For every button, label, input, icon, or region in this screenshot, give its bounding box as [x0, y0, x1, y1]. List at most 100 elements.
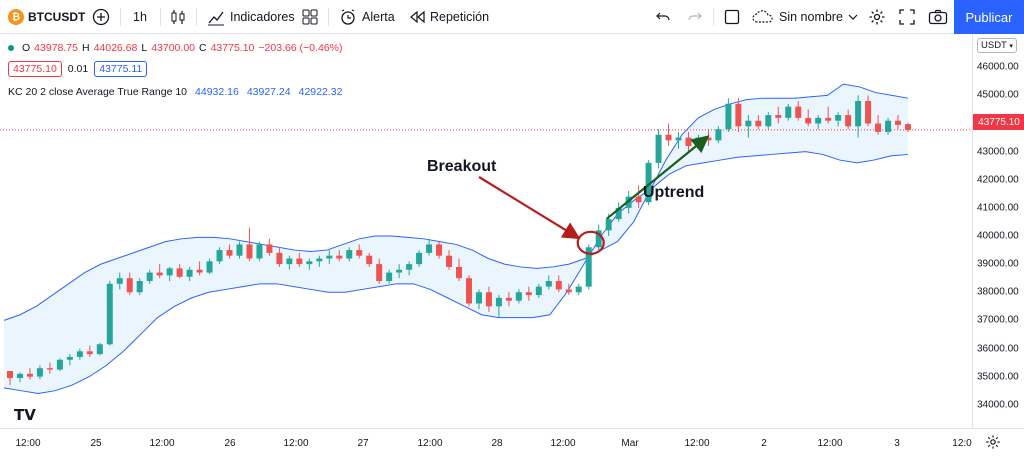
- indicator-legend[interactable]: KC 20 2 close Average True Range 10 4493…: [8, 86, 342, 98]
- candle-body: [186, 269, 193, 277]
- chart-pane[interactable]: O 43978.75 H 44026.68 L 43700.00 C 43775.10 …: [0, 34, 972, 428]
- candle-body: [406, 264, 413, 270]
- kc-basis-value: 43927.24: [246, 86, 291, 98]
- sell-price-button[interactable]: 43775.10: [8, 61, 62, 77]
- price-tick: 38000.00: [977, 286, 1019, 298]
- candle-body: [126, 278, 133, 293]
- layout-name-menu[interactable]: Sin nombre: [752, 0, 858, 34]
- redo-icon: [688, 12, 702, 21]
- time-tick: Mar: [621, 438, 639, 449]
- replay-button[interactable]: Repetición: [409, 0, 489, 34]
- candle-body: [825, 117, 832, 121]
- high-label: H: [81, 42, 90, 54]
- candle-body: [76, 351, 83, 357]
- price-tick: 35000.00: [977, 371, 1019, 383]
- candle-body: [725, 103, 732, 130]
- price-tick: 42000.00: [977, 174, 1019, 186]
- candle-body: [296, 258, 303, 265]
- price-tick: 46000.00: [977, 61, 1019, 73]
- change-value: −203.66 (−0.46%): [258, 42, 343, 54]
- candle-body: [136, 281, 143, 293]
- currency-label: USDT: [981, 40, 1007, 51]
- time-tick: 12:00: [15, 438, 41, 449]
- time-axis[interactable]: 12:00 25 12:00 26 12:00 27 12:00 28 12:00 Mar 12:0…: [0, 428, 1024, 456]
- candle-body: [266, 244, 273, 253]
- candle-body: [575, 286, 582, 293]
- price-tick: 40000.00: [977, 230, 1019, 242]
- candle-body: [316, 258, 323, 262]
- uptrend-annotation[interactable]: Uptrend: [643, 184, 705, 201]
- candle-body: [635, 196, 642, 203]
- breakout-circle: [576, 230, 605, 255]
- close-value: 43775.10: [210, 42, 255, 54]
- candle-body: [446, 255, 453, 267]
- plus-circle-icon: [92, 8, 110, 26]
- layout-select-button[interactable]: [724, 0, 740, 34]
- time-tick: 2: [761, 438, 767, 449]
- candle-body: [665, 134, 672, 141]
- candle-body: [585, 247, 592, 287]
- gear-icon: [869, 9, 885, 25]
- candle-body: [815, 117, 822, 124]
- currency-selector[interactable]: USDT ▾: [977, 38, 1017, 53]
- candle-body: [745, 120, 752, 127]
- snapshot-button[interactable]: [928, 0, 948, 34]
- bitcoin-logo-icon: ₿: [8, 9, 24, 25]
- fullscreen-button[interactable]: [899, 0, 915, 34]
- rewind-icon: [410, 10, 425, 24]
- candle-body: [615, 207, 622, 220]
- candle-body: [555, 281, 562, 290]
- candle-body: [855, 101, 862, 127]
- buy-price-button[interactable]: 43775.11: [94, 61, 148, 77]
- candle-body: [535, 286, 542, 296]
- fullscreen-icon: [899, 9, 915, 25]
- undo-button[interactable]: [655, 0, 671, 34]
- candle-body: [176, 268, 183, 277]
- low-label: L: [141, 42, 148, 54]
- candle-body: [545, 281, 552, 287]
- candle-body: [685, 137, 692, 146]
- tradingview-logo[interactable]: 𝗧𝗩: [14, 407, 36, 424]
- candle-body: [226, 250, 233, 256]
- time-tick: 3: [894, 438, 900, 449]
- candle-body: [366, 255, 373, 265]
- replay-label: Repetición: [430, 10, 490, 24]
- candle-body: [785, 106, 792, 118]
- interval-selector[interactable]: 1h: [133, 0, 147, 34]
- redo-button[interactable]: [687, 0, 703, 34]
- open-value: 43978.75: [34, 42, 78, 54]
- close-label: C: [199, 42, 207, 54]
- candle-body: [595, 230, 602, 248]
- candle-body: [905, 124, 911, 130]
- compare-symbol-button[interactable]: [92, 0, 110, 34]
- candle-body: [386, 272, 393, 281]
- kc-upper-value: 44932.16: [195, 86, 239, 98]
- candle-body: [885, 120, 892, 132]
- price-tick: 45000.00: [977, 89, 1019, 101]
- price-tick: 36000.00: [977, 343, 1019, 354]
- alert-label: Alerta: [362, 10, 395, 24]
- candle-body: [875, 123, 882, 132]
- axis-settings-button[interactable]: [985, 434, 1001, 455]
- chart-type-button[interactable]: [170, 0, 186, 34]
- breakout-annotation[interactable]: Breakout: [427, 158, 497, 175]
- price-chart[interactable]: [0, 34, 972, 428]
- candle-body: [835, 115, 842, 121]
- square-icon: [724, 9, 740, 25]
- candle-body: [376, 264, 383, 281]
- layout-name-label: Sin nombre: [779, 10, 843, 24]
- templates-button[interactable]: [302, 0, 318, 34]
- symbol-search[interactable]: ₿ BTCUSDT: [8, 0, 85, 34]
- settings-button[interactable]: [868, 0, 886, 34]
- candle-body: [326, 255, 333, 259]
- price-axis[interactable]: USDT ▾ 46000.0045000.0044000.0043000.004…: [972, 34, 1024, 428]
- publish-button[interactable]: Publicar: [954, 0, 1024, 34]
- candle-body: [485, 292, 492, 307]
- ohlc-legend: O 43978.75 H 44026.68 L 43700.00 C 43775.10 …: [8, 42, 342, 54]
- time-tick: 12:00: [283, 438, 309, 449]
- alert-button[interactable]: Alerta: [339, 0, 395, 34]
- candle-body: [216, 250, 223, 262]
- indicators-button[interactable]: Indicadores: [207, 0, 295, 34]
- time-tick: 12:00: [417, 438, 443, 449]
- chevron-down-icon: ▾: [1009, 43, 1013, 50]
